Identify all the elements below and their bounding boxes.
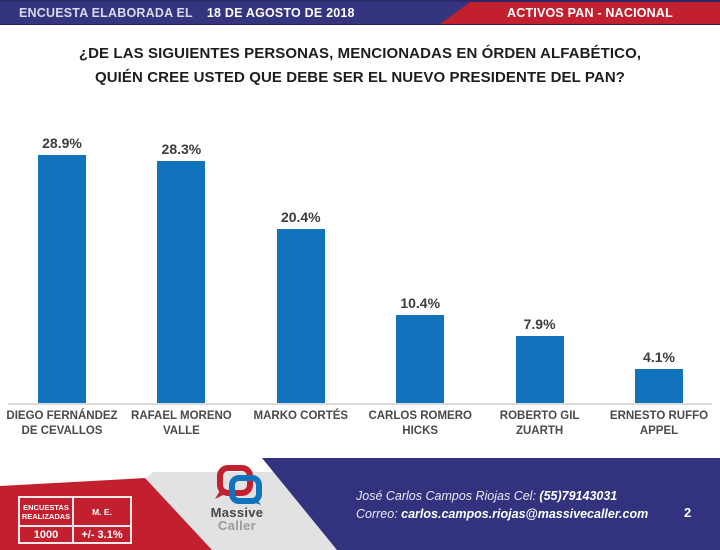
bar-slot: 20.4% [241,120,361,404]
header-red-ribbon [440,2,720,24]
stats-table: ENCUESTAS REALIZADAS M. E. 1000 +/- 3.1% [18,496,132,544]
bar-category-label: CARLOS ROMERO HICKS [368,410,472,437]
header-right-label: ACTIVOS PAN - NACIONAL [507,6,673,20]
chart-baseline [8,403,712,405]
bar-value-label: 7.9% [523,316,556,333]
chart-category-labels: DIEGO FERNÁNDEZ DE CEVALLOS RAFAEL MORENO… [0,409,720,445]
header-date: 18 DE AGOSTO DE 2018 [206,6,355,20]
bar [396,314,445,404]
bar-slot: 4.1% [599,120,719,404]
bar-value-label: 28.9% [42,135,82,152]
bar-category-label: ERNESTO RUFFO APPEL [609,410,709,437]
bar-category-label: MARKO CORTÉS [253,410,349,422]
bar-value-label: 28.3% [161,140,202,157]
contact-name-label: José Carlos Campos Riojas Cel: [356,489,540,503]
bar-value-label: 4.1% [643,348,675,365]
page-number: 2 [684,505,692,520]
page-title: ¿DE LAS SIGUIENTES PERSONAS, MENCIONADAS… [78,45,642,86]
bar [635,368,683,404]
header-bar: ENCUESTA ELABORADA EL 18 DE AGOSTO DE 20… [0,0,720,25]
chat-bubbles-icon [215,465,262,505]
stats-value-encuestas: 1000 [19,526,73,543]
bar-value-label: 20.4% [280,208,321,225]
logo-text-massive: Massive [210,505,264,520]
bar-slot: 28.3% [121,120,241,404]
bar [276,228,325,404]
header-right-banner: ACTIVOS PAN - NACIONAL [460,2,720,24]
bar [515,336,564,404]
contact-email: carlos.campos.riojas@massivecaller.com [401,507,649,521]
stats-value-me: +/- 3.1% [73,526,131,543]
bar-category-label: ROBERTO GIL ZUARTH [499,410,580,437]
bar-slot: 10.4% [360,120,480,404]
bar-category-label: RAFAEL MORENO VALLE [131,410,232,437]
stats-header-me: M. E. [73,497,131,526]
header-left: ENCUESTA ELABORADA EL 18 DE AGOSTO DE 20… [19,2,355,24]
bar [157,160,206,404]
bar [38,155,86,404]
header-left-label: ENCUESTA ELABORADA EL [19,6,193,20]
bar-chart: 28.9% 28.3% 20.4% 10.4% 7.9% 4.1% [0,120,720,404]
bar-category-label: DIEGO FERNÁNDEZ DE CEVALLOS [6,410,118,437]
contact-phone: (55)79143031 [539,489,618,503]
massive-caller-logo: Massive Caller [203,464,271,532]
logo-text-caller: Caller [218,518,256,533]
contact-email-label: Correo: [356,507,402,521]
bar-slot: 28.9% [2,120,122,404]
bar-slot: 7.9% [480,120,600,404]
stats-header-encuestas: ENCUESTAS REALIZADAS [19,497,73,526]
bar-value-label: 10.4% [400,294,441,311]
contact-line1: José Carlos Campos Riojas Cel: (55)79143… [356,487,648,505]
contact-block: José Carlos Campos Riojas Cel: (55)79143… [356,487,648,523]
contact-line2: Correo: carlos.campos.riojas@massivecall… [356,505,648,523]
